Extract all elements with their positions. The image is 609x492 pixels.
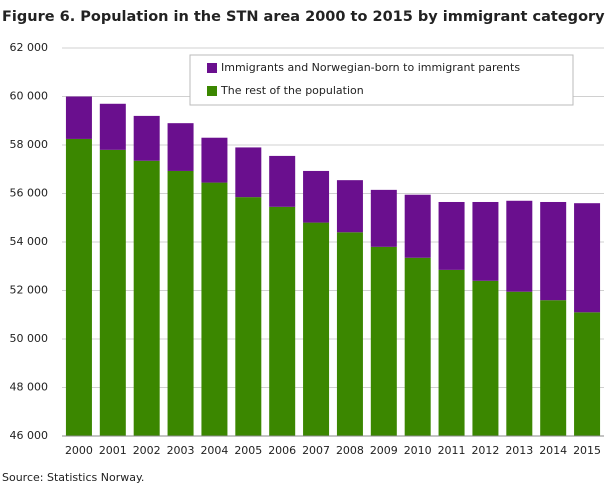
- bar-segment: [336, 180, 363, 233]
- bar-segment: [506, 291, 533, 436]
- bar-segment: [133, 160, 160, 436]
- x-tick-label: 2000: [65, 444, 93, 457]
- y-tick-label: 62 000: [10, 41, 49, 54]
- x-tick-label: 2010: [404, 444, 432, 457]
- bar-segment: [201, 137, 228, 183]
- bar-segment: [540, 300, 567, 436]
- y-tick-label: 56 000: [10, 187, 49, 200]
- y-tick-label: 54 000: [10, 235, 49, 248]
- x-tick-label: 2005: [234, 444, 262, 457]
- chart-title: Figure 6. Population in the STN area 200…: [2, 9, 605, 25]
- bar-segment: [235, 197, 262, 436]
- bar-segment: [574, 312, 601, 436]
- bar-segment: [404, 194, 431, 258]
- bar-segment: [201, 182, 228, 436]
- bar-segment: [404, 257, 431, 436]
- y-tick-label: 52 000: [10, 284, 49, 297]
- bar-segment: [540, 201, 567, 301]
- x-tick-label: 2014: [539, 444, 567, 457]
- bar-segment: [99, 149, 126, 436]
- x-tick-label: 2013: [505, 444, 533, 457]
- bar-segment: [438, 269, 465, 436]
- bar-segment: [303, 222, 330, 436]
- bar-segment: [370, 189, 397, 247]
- bar-segment: [370, 246, 397, 436]
- legend-swatch: [207, 63, 217, 73]
- y-tick-label: 60 000: [10, 90, 49, 103]
- bar-segment: [133, 115, 160, 161]
- bar-segment: [269, 206, 296, 436]
- x-tick-label: 2007: [302, 444, 330, 457]
- x-tick-label: 2009: [370, 444, 398, 457]
- x-tick-label: 2004: [200, 444, 228, 457]
- legend-label: Immigrants and Norwegian-born to immigra…: [221, 61, 520, 74]
- bar-segment: [235, 147, 262, 198]
- y-tick-label: 58 000: [10, 138, 49, 151]
- source: Source: Statistics Norway.: [2, 471, 144, 484]
- x-tick-label: 2003: [167, 444, 195, 457]
- x-tick-label: 2006: [268, 444, 296, 457]
- bar-segment: [65, 138, 92, 436]
- legend-label: The rest of the population: [220, 84, 364, 97]
- bar-segment: [336, 232, 363, 436]
- bar-segment: [269, 155, 296, 207]
- x-tick-label: 2001: [99, 444, 127, 457]
- y-tick-label: 50 000: [10, 332, 49, 345]
- y-tick-label: 48 000: [10, 381, 49, 394]
- bar-segment: [472, 201, 499, 281]
- bar-segment: [574, 203, 601, 313]
- x-tick-label: 2012: [471, 444, 499, 457]
- x-tick-label: 2008: [336, 444, 364, 457]
- bar-segment: [167, 170, 194, 436]
- bar-segment: [167, 123, 194, 171]
- bar-segment: [506, 200, 533, 292]
- x-tick-label: 2002: [133, 444, 161, 457]
- bar-segment: [65, 96, 92, 139]
- y-tick-label: 46 000: [10, 429, 49, 442]
- bar-segment: [472, 280, 499, 436]
- x-tick-label: 2015: [573, 444, 601, 457]
- legend-box: [189, 54, 574, 106]
- bar-segment: [303, 170, 330, 223]
- bar-segment: [99, 103, 126, 150]
- bar-segment: [438, 201, 465, 270]
- legend-swatch: [207, 86, 217, 96]
- x-tick-label: 2011: [438, 444, 466, 457]
